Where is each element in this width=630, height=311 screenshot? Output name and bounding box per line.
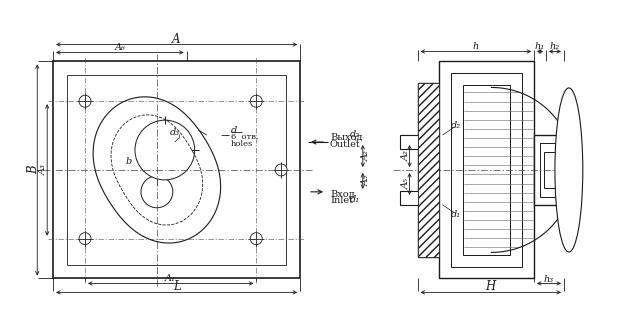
Text: A₁: A₁	[165, 274, 176, 283]
Text: L: L	[173, 280, 181, 293]
Circle shape	[141, 176, 173, 208]
Bar	[451, 73, 522, 267]
Bar	[440, 61, 534, 278]
Circle shape	[275, 164, 287, 176]
Text: A₆: A₆	[115, 43, 125, 52]
Bar	[534, 135, 564, 205]
Circle shape	[149, 162, 165, 178]
Text: A₅: A₅	[402, 179, 411, 189]
Bar	[53, 61, 300, 278]
Text: A₂: A₂	[402, 151, 411, 161]
Text: d: d	[231, 126, 237, 135]
Text: B: B	[26, 166, 40, 174]
Bar	[544, 152, 564, 188]
Text: 6  отв.: 6 отв.	[231, 133, 258, 141]
Text: h₂: h₂	[550, 42, 560, 51]
Bar	[418, 83, 440, 257]
Bar	[67, 75, 286, 265]
Text: H: H	[486, 280, 496, 293]
Bar	[399, 135, 418, 149]
Text: h: h	[472, 42, 479, 51]
Text: Выход: Выход	[330, 132, 362, 142]
Text: A₂: A₂	[361, 151, 370, 161]
Text: Вход: Вход	[330, 189, 355, 198]
Bar	[399, 191, 418, 205]
Bar	[540, 143, 558, 197]
Text: A: A	[173, 33, 181, 46]
Text: Inlet: Inlet	[330, 196, 353, 205]
Text: holes: holes	[231, 140, 253, 148]
Text: d₁: d₁	[350, 195, 360, 204]
Text: h₁: h₁	[535, 42, 545, 51]
Bar	[463, 85, 510, 255]
Text: b: b	[126, 157, 132, 166]
Circle shape	[79, 233, 91, 244]
Text: A₃: A₃	[38, 165, 48, 175]
Circle shape	[250, 95, 262, 107]
Ellipse shape	[555, 88, 583, 252]
Text: A₅: A₅	[361, 175, 370, 186]
Text: d₁: d₁	[451, 210, 461, 219]
Text: Outlet: Outlet	[330, 140, 361, 149]
Text: d₂: d₂	[350, 130, 360, 139]
Text: d₃: d₃	[169, 128, 180, 137]
Circle shape	[141, 132, 173, 164]
Text: d₂: d₂	[451, 121, 461, 130]
Circle shape	[250, 233, 262, 244]
Circle shape	[135, 120, 195, 180]
Circle shape	[79, 95, 91, 107]
Text: h₃: h₃	[544, 275, 554, 284]
Bar	[418, 83, 440, 257]
